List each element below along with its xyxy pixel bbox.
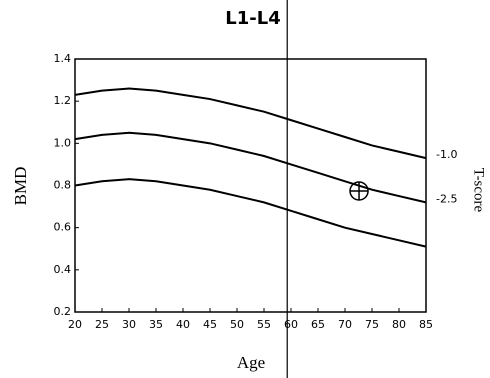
- y-tick-label: 0.2: [54, 305, 72, 318]
- x-tick-label: 80: [392, 318, 406, 331]
- x-tick-label: 65: [311, 318, 325, 331]
- y-tick-label: 1.0: [54, 136, 72, 149]
- x-tick-label: 60: [284, 318, 298, 331]
- x-tick-label: 70: [338, 318, 352, 331]
- y-axis-label: BMD: [11, 167, 30, 206]
- series-line: [74, 178, 427, 248]
- series-line: [74, 131, 427, 204]
- y-tick-label: 1.4: [54, 52, 72, 65]
- y-tick-label: 0.4: [54, 263, 72, 276]
- x-tick-label: 50: [230, 318, 244, 331]
- series-label: -1.0: [436, 148, 457, 161]
- chart-title: L1-L4: [225, 8, 280, 29]
- x-tick-label: 40: [176, 318, 190, 331]
- patient-marker: [349, 181, 369, 201]
- x-tick-label: 75: [365, 318, 379, 331]
- y-tick-label: 0.6: [54, 221, 72, 234]
- y-tick-label: 1.2: [54, 94, 72, 107]
- x-tick-label: 35: [149, 318, 163, 331]
- y2-axis-label: T-score: [471, 168, 487, 213]
- x-tick-label: 25: [95, 318, 109, 331]
- x-axis-label: Age: [237, 353, 265, 372]
- x-tick-label: 85: [419, 318, 433, 331]
- plot-frame: [74, 58, 427, 313]
- y-tick-label: 0.8: [54, 179, 72, 192]
- x-tick-label: 45: [203, 318, 217, 331]
- x-tick-label: 30: [122, 318, 136, 331]
- x-tick-label: 20: [68, 318, 82, 331]
- x-tick-label: 55: [257, 318, 271, 331]
- series-label: -2.5: [436, 192, 457, 205]
- series-line: [74, 87, 427, 160]
